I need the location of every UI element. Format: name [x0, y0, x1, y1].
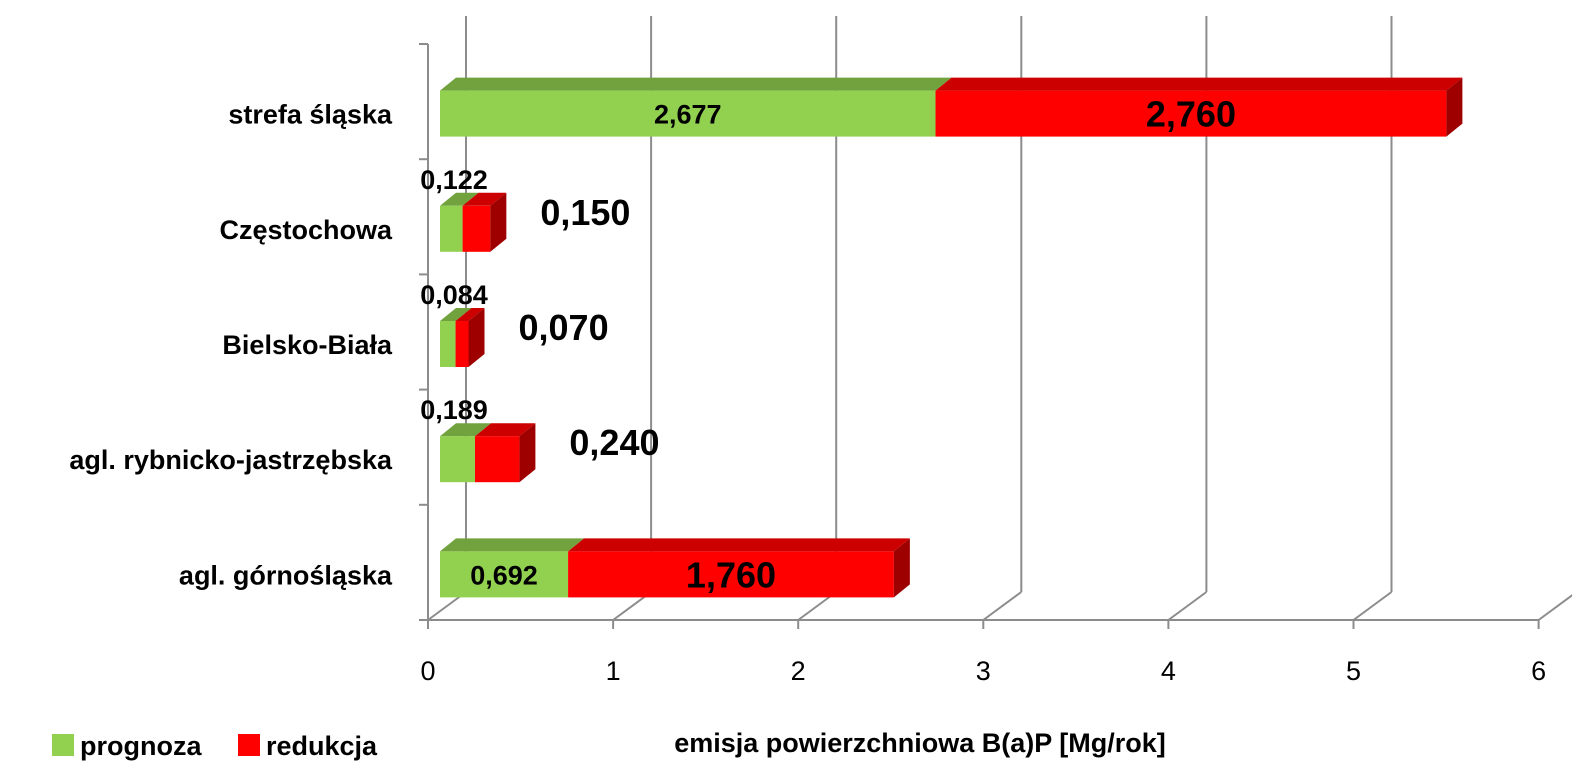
bar-redukcja	[474, 436, 520, 483]
bar-prognoza	[440, 551, 569, 598]
category-label: Częstochowa	[219, 215, 393, 245]
floor-gridline	[1538, 594, 1572, 621]
x-tick-label: 6	[1531, 656, 1546, 686]
data-label-redukcja: 1,760	[686, 554, 776, 595]
floor-gridline	[1352, 591, 1393, 621]
data-label-prognoza: 0,122	[420, 165, 488, 195]
data-label-redukcja: 0,070	[519, 307, 609, 348]
bar-prognoza	[440, 90, 936, 137]
category-label: Bielsko-Biała	[222, 330, 393, 360]
bar-prognoza	[440, 436, 475, 483]
data-label-prognoza: 0,084	[420, 280, 488, 310]
bar-redukcja	[568, 551, 894, 598]
x-tick-label: 0	[420, 656, 435, 686]
bar-top-prognoza	[440, 192, 479, 206]
floor-gridline	[1167, 591, 1207, 621]
category-label: strefa śląska	[228, 100, 393, 130]
data-label-redukcja: 0,240	[569, 422, 659, 463]
data-label-prognoza: 2,677	[654, 100, 722, 130]
x-tick-label: 1	[606, 656, 621, 686]
bar-side-redukcja	[468, 308, 485, 367]
data-label-redukcja: 0,150	[540, 192, 630, 233]
bar-top-redukcja	[474, 423, 536, 437]
bar-top-prognoza	[440, 538, 585, 552]
bar-prognoza	[440, 205, 463, 252]
bar-top-prognoza	[440, 423, 491, 437]
legend-swatch-prognoza	[52, 734, 74, 756]
x-tick-label: 3	[976, 656, 991, 686]
legend-label-prognoza: prognoza	[80, 731, 202, 761]
data-label-prognoza: 0,189	[420, 395, 488, 425]
bar-side-redukcja	[1446, 77, 1463, 137]
x-tick-label: 5	[1346, 656, 1361, 686]
x-tick-label: 2	[791, 656, 806, 686]
legend-swatch-redukcja	[238, 734, 260, 756]
data-label-redukcja: 2,760	[1146, 94, 1236, 135]
x-axis-title: emisja powierzchniowa B(a)P [Mg/rok]	[674, 728, 1166, 758]
bar-side-redukcja	[893, 538, 910, 598]
data-label-prognoza: 0,692	[470, 560, 538, 590]
bar-redukcja	[462, 205, 491, 252]
bar-top-prognoza	[440, 308, 472, 321]
bar-side-redukcja	[519, 423, 536, 483]
bar-top-redukcja	[935, 77, 1463, 91]
bars-layer	[440, 77, 1463, 598]
bar-redukcja	[935, 90, 1447, 137]
bar-top-redukcja	[462, 192, 507, 206]
bar-side-redukcja	[490, 192, 507, 252]
labels-layer: 0 1 2 3 4 5 6 strefa śląska 2,677 2,760 Częstochow…	[69, 94, 1546, 686]
bar-redukcja	[455, 321, 469, 367]
x-tick-label: 4	[1161, 656, 1176, 686]
bar-prognoza	[440, 321, 456, 367]
legend: prognoza redukcja	[52, 731, 378, 761]
category-label: agl. rybnicko-jastrzębska	[69, 445, 393, 475]
legend-label-redukcja: redukcja	[266, 731, 378, 761]
bar-top-prognoza	[440, 77, 952, 91]
bar-top-redukcja	[455, 308, 485, 321]
floor-gridline	[982, 591, 1022, 621]
bar-top-redukcja	[568, 538, 910, 552]
category-label: agl. górnośląska	[179, 560, 393, 590]
